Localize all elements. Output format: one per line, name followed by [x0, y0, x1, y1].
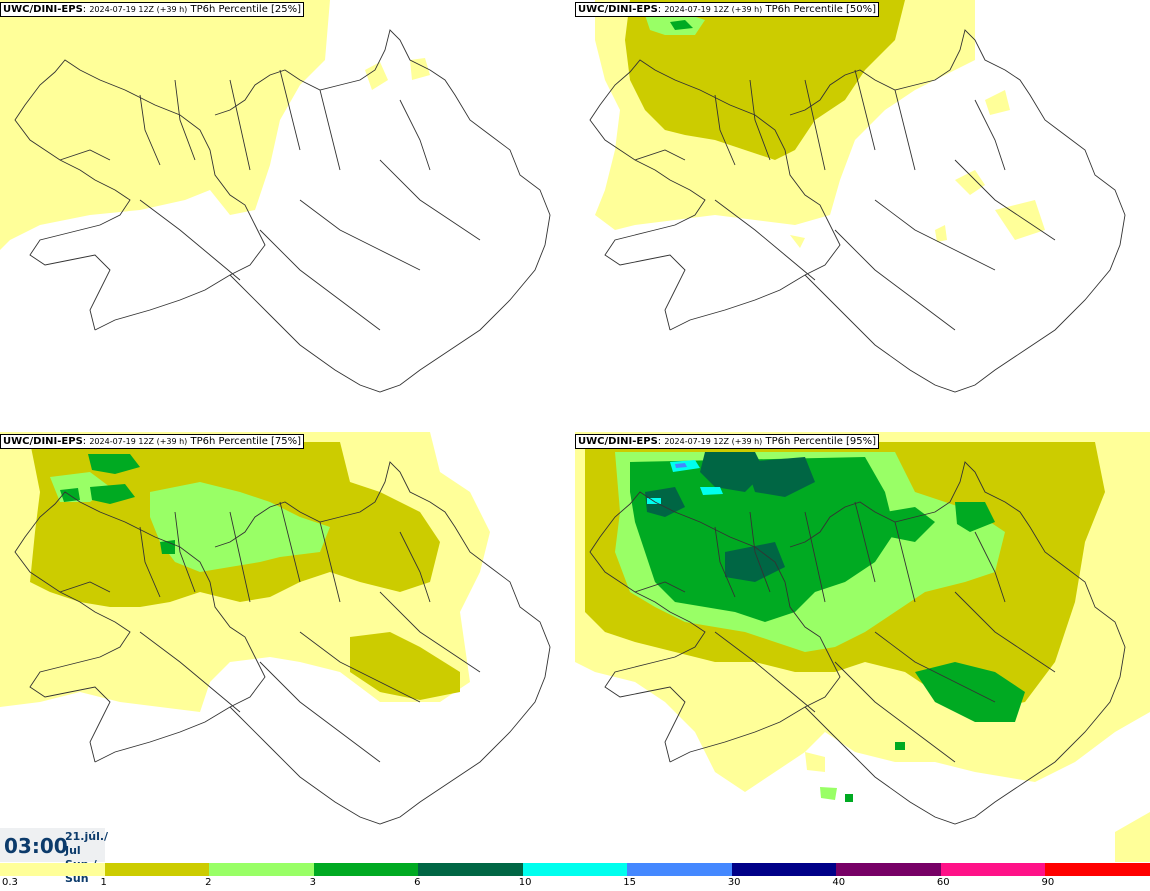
precip-layer: [595, 0, 1045, 248]
iceland-coastline: [589, 29, 1126, 393]
scale-segment: [209, 863, 315, 876]
valid-date-label: 21.júl./ Jul: [65, 830, 109, 857]
precip-map: [575, 432, 1150, 862]
scale-segment: [940, 863, 1047, 876]
panel-title: UWC/DINI-EPS: 2024-07-19 12Z (+39 h) TP6…: [575, 434, 880, 449]
panel-title: UWC/DINI-EPS: 2024-07-19 12Z (+39 h) TP6…: [0, 2, 305, 17]
precip-layer: [575, 432, 1150, 862]
map-panel-25: UWC/DINI-EPS: 2024-07-19 12Z (+39 h) TP6…: [0, 0, 575, 430]
scale-segment: [627, 863, 733, 876]
scale-tick-label: 15: [623, 877, 636, 888]
precip-map: [589, 0, 1126, 393]
valid-time-box: 03:00 21.júl./ Jul Sun./ Sun: [0, 828, 109, 885]
map-panel-95: UWC/DINI-EPS: 2024-07-19 12Z (+39 h) TP6…: [575, 432, 1150, 862]
map-panel-75: UWC/DINI-EPS: 2024-07-19 12Z (+39 h) TP6…: [0, 432, 575, 862]
precip-map: [0, 432, 551, 825]
scale-segment: [313, 863, 420, 876]
scale-tick-label: 1: [100, 877, 107, 888]
iceland-coastline: [14, 461, 551, 825]
scale-segment: [731, 863, 838, 876]
scale-tick-label: 10: [518, 877, 532, 888]
valid-time: 03:00: [4, 834, 68, 858]
scale-tick-label: 40: [832, 877, 846, 888]
precip-map: [0, 0, 551, 393]
scale-segment: [1045, 863, 1150, 876]
scale-tick-label: 30: [727, 877, 741, 888]
iceland-coastline: [589, 461, 1126, 825]
precip-layer: [0, 0, 430, 250]
scale-segment: [418, 863, 524, 876]
scale-tick-label: 90: [1041, 877, 1055, 888]
iceland-coastline: [14, 29, 551, 393]
map-panel-50: UWC/DINI-EPS: 2024-07-19 12Z (+39 h) TP6…: [575, 0, 1150, 430]
scale-tick-label: 3: [309, 877, 316, 888]
scale-segment: [522, 863, 629, 876]
scale-tick-label: 6: [414, 877, 421, 888]
scale-segment: [104, 863, 211, 876]
scale-tick-label: 2: [205, 877, 212, 888]
scale-tick-label: 60: [936, 877, 950, 888]
panel-title: UWC/DINI-EPS: 2024-07-19 12Z (+39 h) TP6…: [575, 2, 880, 17]
precip-layer: [0, 432, 490, 712]
scale-segment: [0, 863, 106, 876]
scale-tick-label: 0.3: [2, 877, 18, 888]
scale-segment: [836, 863, 942, 876]
panel-title: UWC/DINI-EPS: 2024-07-19 12Z (+39 h) TP6…: [0, 434, 305, 449]
precip-color-scale: 0.3 1 2 3 6 10 15 30 40 60 90: [0, 863, 1150, 891]
